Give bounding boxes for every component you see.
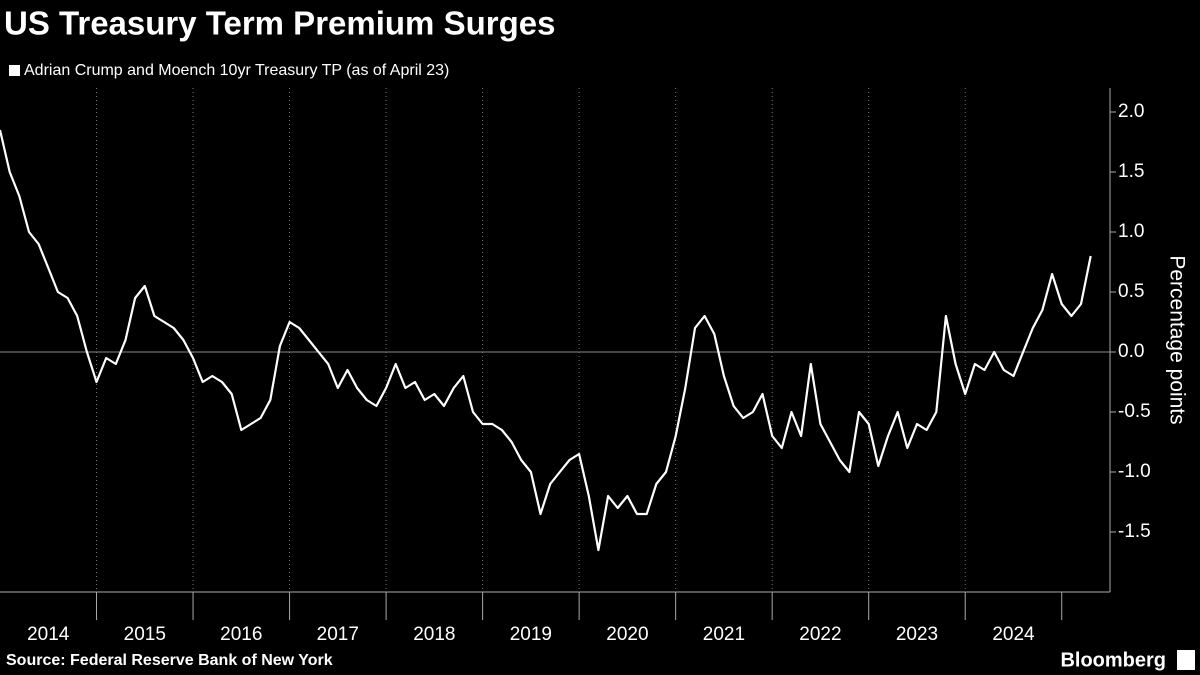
source: Source: Federal Reserve Bank of New York: [6, 652, 333, 669]
data-line: [0, 129, 1092, 552]
brand-icon: [1177, 650, 1195, 670]
y-tick-label: -1.5: [1118, 521, 1151, 542]
chart-title: US Treasury Term Premium Surges: [4, 5, 555, 42]
x-tick-label: 2019: [510, 624, 552, 645]
x-tick-label: 2016: [220, 624, 262, 645]
y-tick-label: -1.0: [1118, 461, 1151, 482]
x-tick-label: 2023: [896, 624, 938, 645]
legend-label: Adrian Crump and Moench 10yr Treasury TP…: [24, 62, 449, 79]
x-tick-label: 2017: [317, 624, 359, 645]
y-tick-label: 2.0: [1118, 101, 1144, 122]
x-tick-label: 2018: [413, 624, 455, 645]
brand: Bloomberg: [1060, 649, 1166, 671]
y-tick-label: 0.0: [1118, 341, 1144, 362]
x-tick-label: 2022: [799, 624, 841, 645]
y-tick-label: 1.0: [1118, 221, 1144, 242]
x-tick-label: 2020: [606, 624, 648, 645]
y-tick-label: -0.5: [1118, 401, 1151, 422]
legend-swatch: [9, 65, 20, 76]
x-tick-label: 2024: [992, 624, 1035, 645]
x-tick-label: 2014: [27, 624, 70, 645]
x-tick-label: 2021: [703, 624, 745, 645]
y-axis-title: Percentage points: [1165, 255, 1188, 424]
y-tick-label: 1.5: [1118, 161, 1144, 182]
x-tick-label: 2015: [124, 624, 166, 645]
y-tick-label: 0.5: [1118, 281, 1144, 302]
